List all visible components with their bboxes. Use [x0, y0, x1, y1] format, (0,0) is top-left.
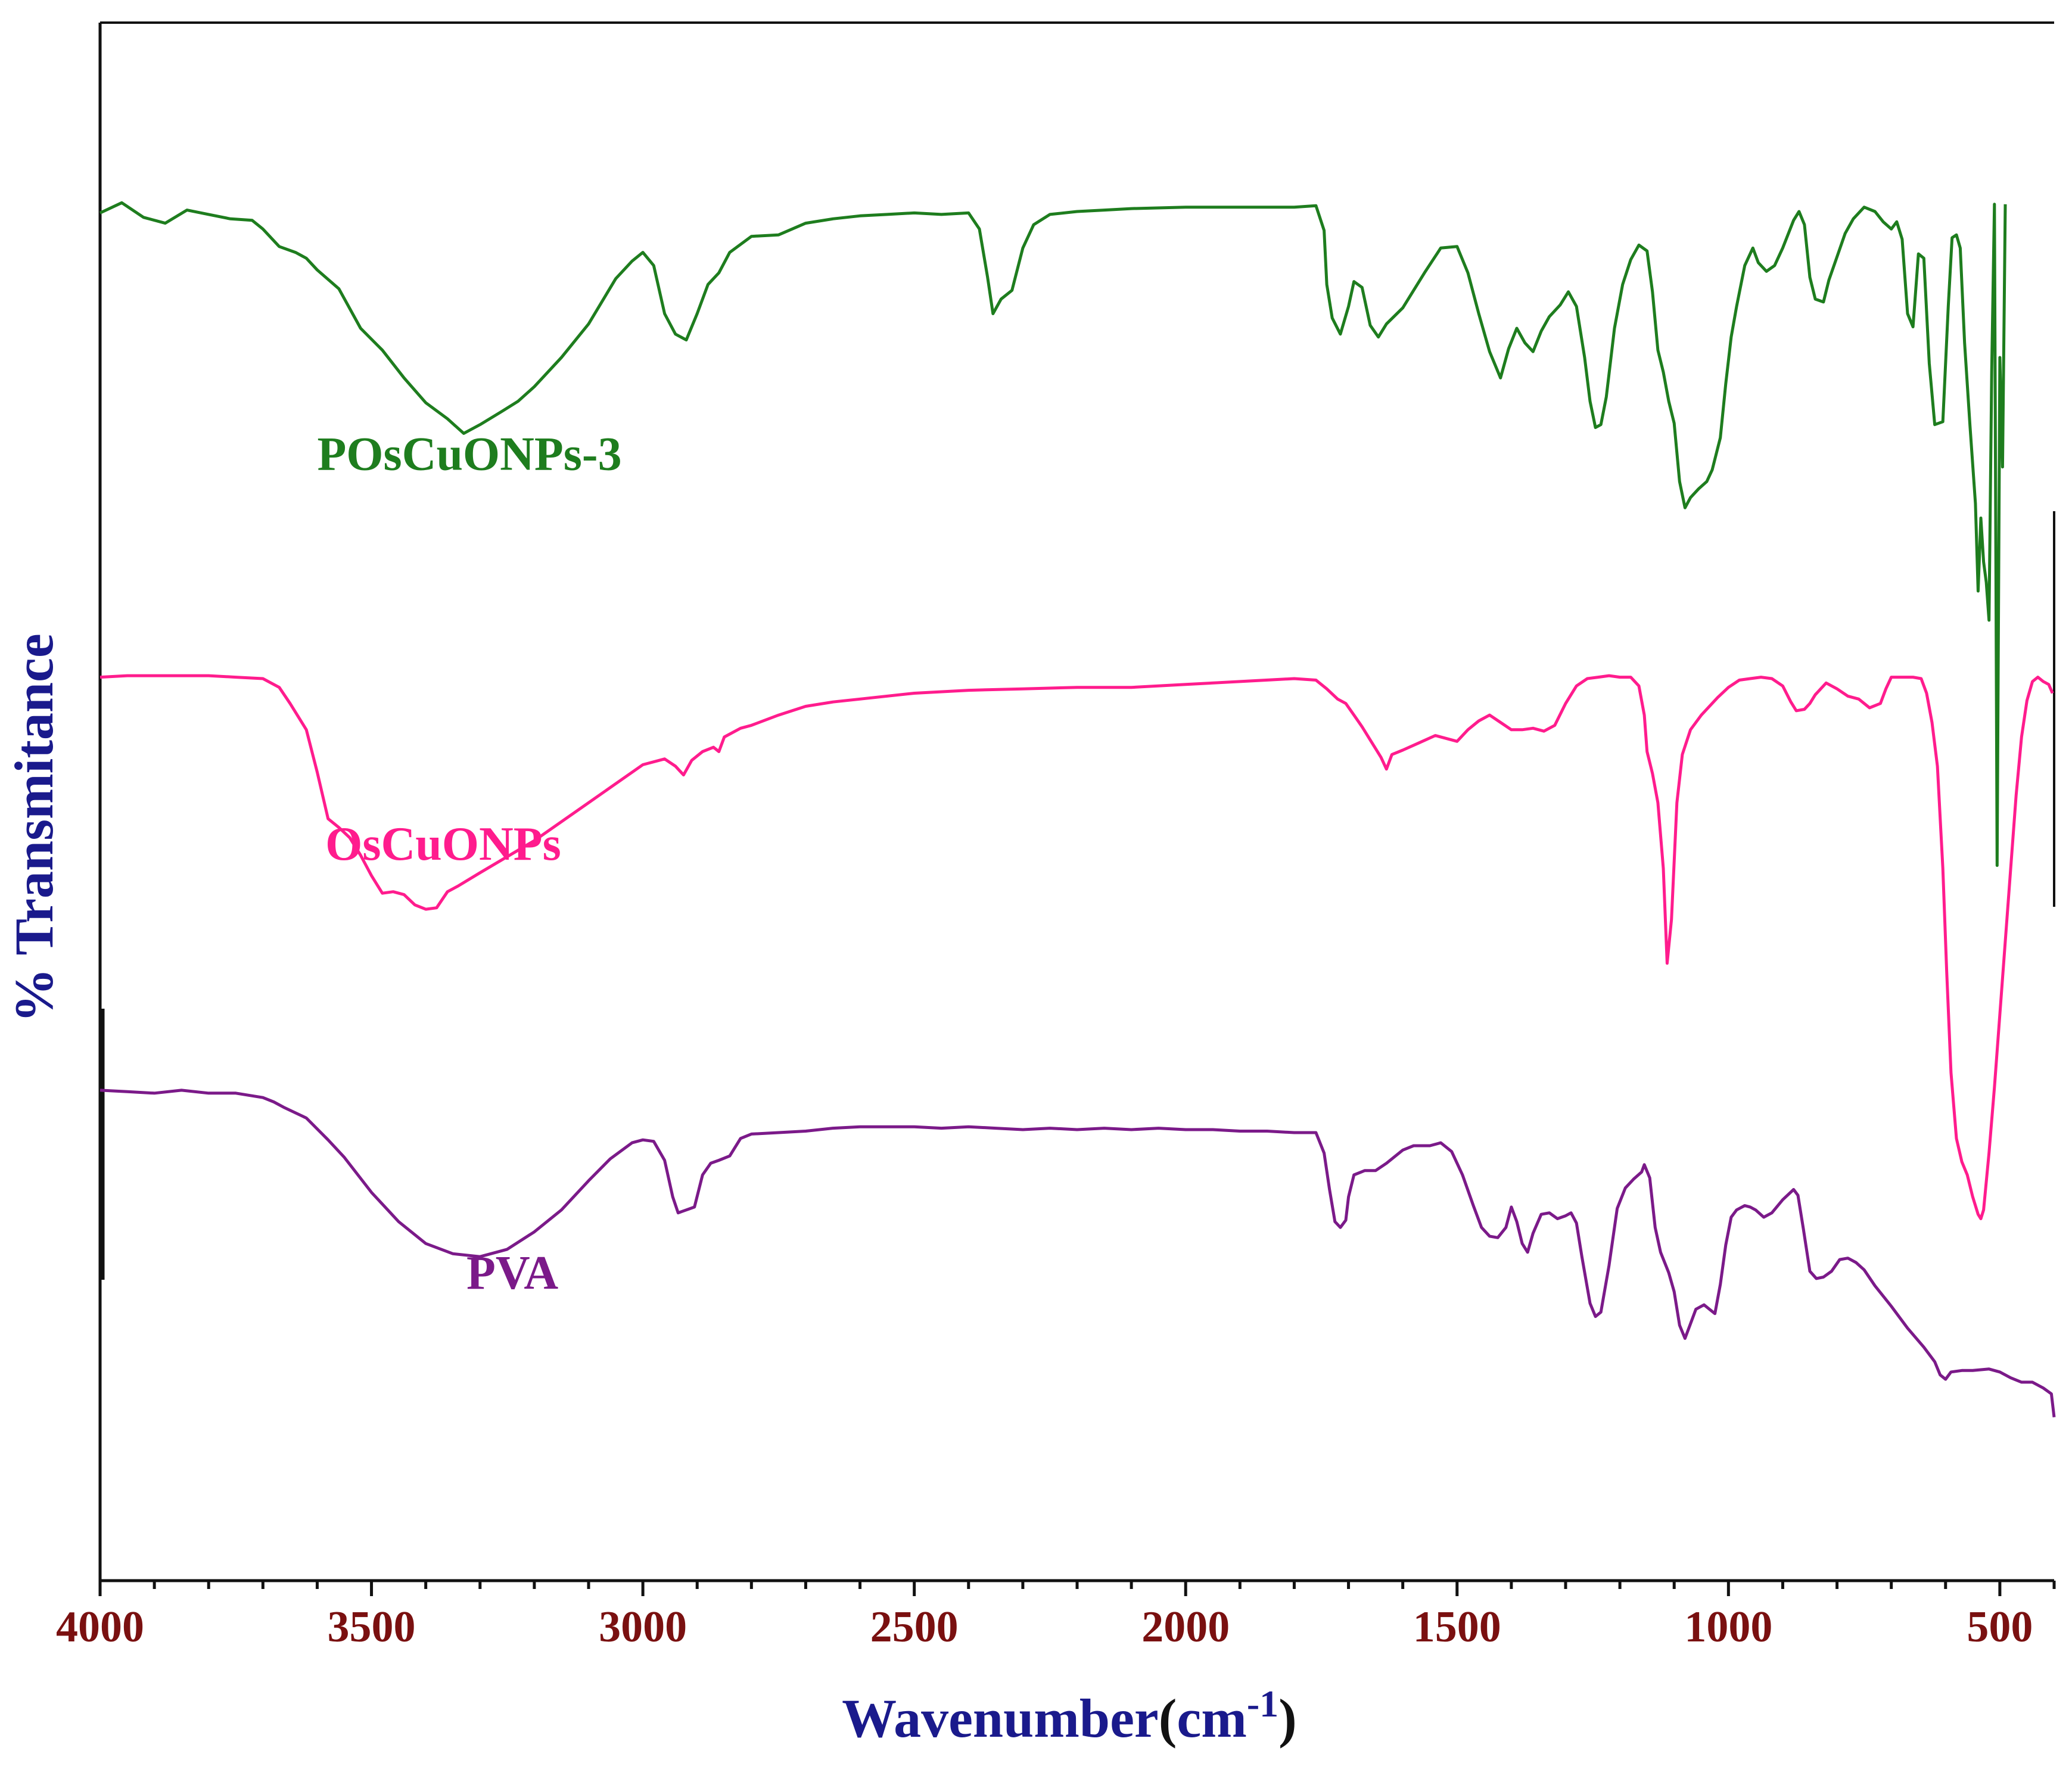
x-tick-label: 500: [1967, 1603, 2033, 1652]
series-labels: POsCuONPs-3 OsCuONPs PVA: [317, 428, 621, 1299]
x-axis-title-main: Wavenumber: [842, 1688, 1159, 1749]
x-tick-labels: 4000 3500 3000 2500 2000 1500 1000 500: [56, 1603, 2033, 1652]
series-line-poscuonps-3: [99, 201, 2007, 867]
y-axis-title: % Transmitance: [4, 633, 64, 1022]
x-axis-title-paren-close: ): [1278, 1688, 1297, 1749]
x-axis-title-paren-open: (: [1159, 1688, 1177, 1749]
x-axis-title-unit-exponent: -1: [1247, 1683, 1278, 1725]
x-tick-label: 1000: [1684, 1603, 1772, 1652]
series-label-poscuonps-3: POsCuONPs-3: [317, 428, 621, 481]
x-tick-label: 2000: [1141, 1603, 1230, 1652]
x-axis-title-unit: cm: [1177, 1688, 1246, 1749]
series-label-pva: PVA: [466, 1247, 558, 1299]
x-tick-label: 3500: [328, 1603, 416, 1652]
x-tick-label: 4000: [56, 1603, 144, 1652]
x-tick-label: 2500: [870, 1603, 959, 1652]
x-tick-label: 1500: [1413, 1603, 1501, 1652]
series-label-oscuonps: OsCuONPs: [325, 818, 561, 870]
x-axis-title: Wavenumber(cm-1): [842, 1683, 1297, 1749]
x-tick-label: 3000: [599, 1603, 687, 1652]
series-line-oscuonps: [99, 674, 2054, 1220]
series-group: [99, 201, 2056, 1417]
series-line-pva: [99, 1089, 2056, 1417]
x-ticks: [98, 1581, 2056, 1596]
